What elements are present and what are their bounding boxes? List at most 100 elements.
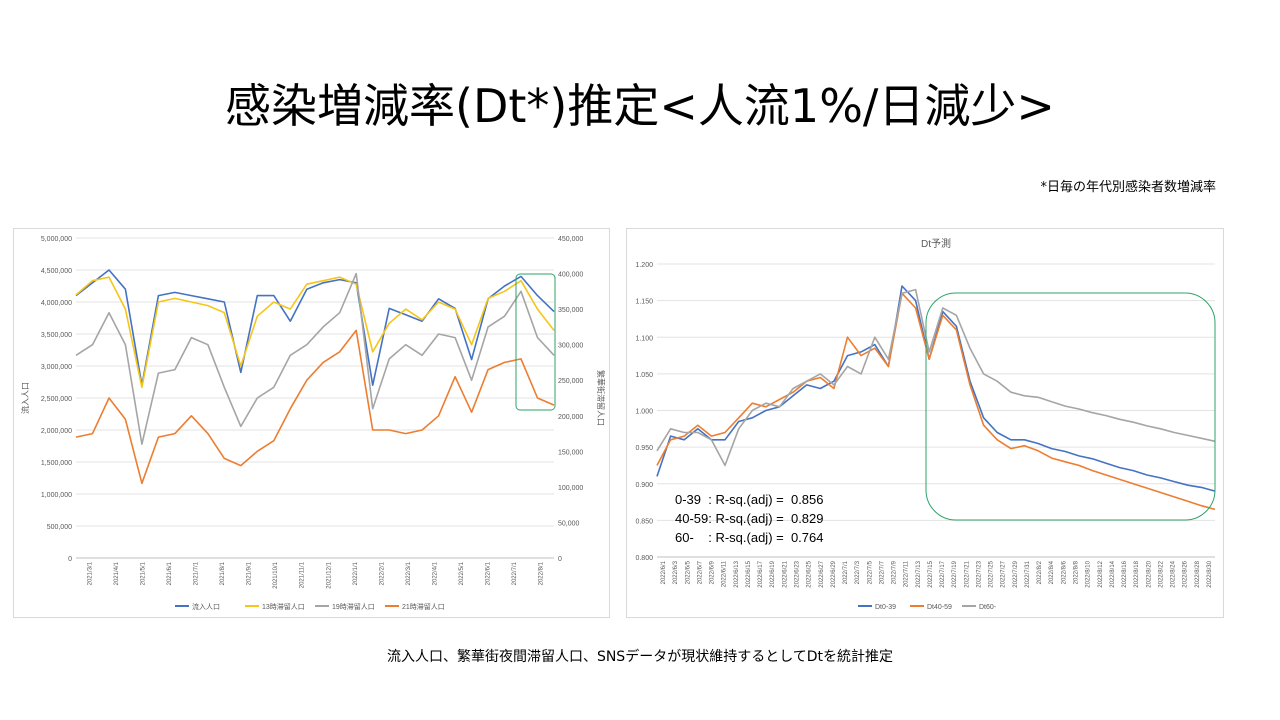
legend-label: 21時滞留人口 (402, 602, 445, 611)
x-tick-label: 2021/4/1 (114, 561, 120, 585)
x-tick-label: 2022/7/15 (928, 560, 934, 587)
y-tick-label: 1.000 (635, 409, 653, 416)
legend-label: 13時滞留人口 (262, 602, 305, 611)
rsq-annotation-0-39: 0-39 : R-sq.(adj) = 0.856 (675, 492, 824, 507)
x-tick-label: 2022/8/6 (1061, 560, 1067, 584)
slide-title: 感染増減率(Dt*)推定<人流1%/日減少> (225, 79, 1055, 133)
left-chart-panel: 5,000,000 4,500,000 4,000,000 3,500,000 3,00… (13, 228, 610, 618)
population-chart: 5,000,000 4,500,000 4,000,000 3,500,000 3,00… (20, 236, 606, 611)
x-tick-label: 2022/7/23 (976, 560, 982, 587)
y2-tick-label: 200,000 (558, 414, 583, 421)
y-tick-label: 1,000,000 (41, 492, 72, 499)
series-line-2 (75, 272, 555, 445)
x-tick-label: 2022/8/28 (1195, 560, 1201, 587)
legend-label: Dt40-59 (927, 604, 952, 611)
y-tick-label: 3,500,000 (41, 332, 72, 339)
y-tick-label: 4,500,000 (41, 268, 72, 275)
x-tick-label: 2022/6/15 (746, 560, 752, 587)
x-tick-label: 2022/7/1 (512, 561, 518, 585)
x-tick-label: 2021/5/1 (140, 561, 146, 585)
x-tick-label: 2022/8/1 (539, 561, 545, 585)
y-tick-label: 0 (68, 556, 72, 563)
x-tick-label: 2022/6/27 (819, 560, 825, 587)
series-line-1 (75, 276, 555, 389)
x-tick-label: 2021/11/1 (300, 561, 306, 588)
y-tick-label: 0.800 (635, 555, 653, 562)
x-tick-label: 2022/7/17 (940, 560, 946, 587)
x-tick-label: 2022/7/27 (1001, 560, 1007, 587)
y2-tick-label: 150,000 (558, 449, 583, 456)
x-tick-label: 2022/8/24 (1171, 560, 1177, 587)
x-tick-label: 2021/10/1 (273, 561, 279, 588)
series-line-2 (656, 288, 1216, 467)
y-tick-label: 1.150 (635, 299, 653, 306)
chart-title: Dt予測 (921, 237, 951, 250)
x-tick-label: 2022/2/1 (379, 561, 385, 585)
x-tick-label: 2022/8/30 (1207, 560, 1213, 587)
y2-tick-label: 50,000 (558, 520, 580, 527)
x-tick-label: 2022/7/7 (879, 560, 885, 584)
x-tick-label: 2022/7/13 (916, 560, 922, 587)
y-tick-label: 0.900 (635, 482, 653, 489)
x-tick-label: 2022/6/11 (722, 560, 728, 587)
y-tick-label: 2,500,000 (41, 396, 72, 403)
x-tick-label: 2022/8/20 (1146, 560, 1152, 587)
x-tick-label: 2022/6/5 (685, 560, 691, 584)
rsq-annotation-40-59: 40-59: R-sq.(adj) = 0.829 (675, 511, 824, 526)
y-tick-label: 3,000,000 (41, 364, 72, 371)
legend-label: Dt60- (979, 604, 997, 611)
x-tick-label: 2022/6/13 (734, 560, 740, 587)
x-tick-label: 2022/7/1 (843, 560, 849, 584)
x-tick-label: 2022/6/23 (795, 560, 801, 587)
bottom-caption: 流入人口、繁華街夜間滞留人口、SNSデータが現状維持するとしてDtを統計推定 (386, 649, 894, 665)
x-tick-label: 2022/8/22 (1158, 560, 1164, 587)
x-tick-label: 2022/8/26 (1183, 560, 1189, 587)
legend-label: Dt0-39 (875, 604, 896, 611)
y2-tick-label: 250,000 (558, 378, 583, 385)
x-tick-label: 2022/6/19 (770, 560, 776, 587)
legend-label: 19時滞留人口 (332, 602, 375, 611)
x-tick-label: 2022/6/17 (758, 560, 764, 587)
y-tick-label: 1.200 (635, 262, 653, 269)
y-tick-label: 4,000,000 (41, 300, 72, 307)
highlight-box (925, 292, 1216, 521)
y2-tick-label: 400,000 (558, 272, 583, 279)
x-tick-label: 2022/6/25 (807, 560, 813, 587)
x-tick-label: 2022/5/1 (459, 561, 465, 585)
x-tick-label: 2022/7/11 (904, 560, 910, 587)
x-tick-label: 2022/8/2 (1037, 560, 1043, 584)
y2-tick-label: 300,000 (558, 343, 583, 350)
y2-tick-label: 350,000 (558, 307, 583, 314)
y-tick-label: 1,500,000 (41, 460, 72, 467)
x-tick-label: 2022/7/25 (989, 560, 995, 587)
y2-tick-label: 0 (558, 556, 562, 563)
x-tick-label: 2022/6/7 (697, 560, 703, 584)
x-tick-label: 2022/8/4 (1049, 560, 1055, 584)
x-tick-label: 2022/6/9 (710, 560, 716, 584)
x-tick-label: 2022/7/29 (1013, 560, 1019, 587)
y2-tick-label: 450,000 (558, 236, 583, 243)
x-tick-label: 2022/1/1 (353, 561, 359, 585)
x-tick-label: 2021/8/1 (220, 561, 226, 585)
y2-axis-title: 繁華街滞留人口 (596, 370, 606, 426)
x-tick-label: 2022/6/21 (782, 560, 788, 587)
x-tick-label: 2022/7/21 (964, 560, 970, 587)
x-tick-label: 2022/8/18 (1134, 560, 1140, 587)
y-tick-label: 1.050 (635, 372, 653, 379)
x-tick-label: 2022/7/9 (892, 560, 898, 584)
x-tick-label: 2021/9/1 (247, 561, 253, 585)
x-tick-label: 2022/8/8 (1074, 560, 1080, 584)
y-tick-label: 0.850 (635, 518, 653, 525)
x-tick-label: 2022/7/31 (1025, 560, 1031, 587)
x-tick-label: 2022/7/5 (867, 560, 873, 584)
series-line-3 (75, 329, 555, 485)
x-tick-label: 2021/7/1 (194, 561, 200, 585)
x-tick-label: 2022/7/19 (952, 560, 958, 587)
right-chart-panel: Dt予測 1.200 1.150 1.100 1.050 1.000 0.950 0.900 0… (626, 228, 1224, 618)
x-tick-label: 2021/12/1 (326, 561, 332, 588)
x-tick-label: 2022/3/1 (406, 561, 412, 585)
x-tick-label: 2022/8/12 (1098, 560, 1104, 587)
y-tick-label: 500,000 (47, 524, 72, 531)
x-tick-label: 2021/3/1 (87, 561, 93, 585)
footnote: *日毎の年代別感染者数増減率 (1040, 180, 1216, 195)
